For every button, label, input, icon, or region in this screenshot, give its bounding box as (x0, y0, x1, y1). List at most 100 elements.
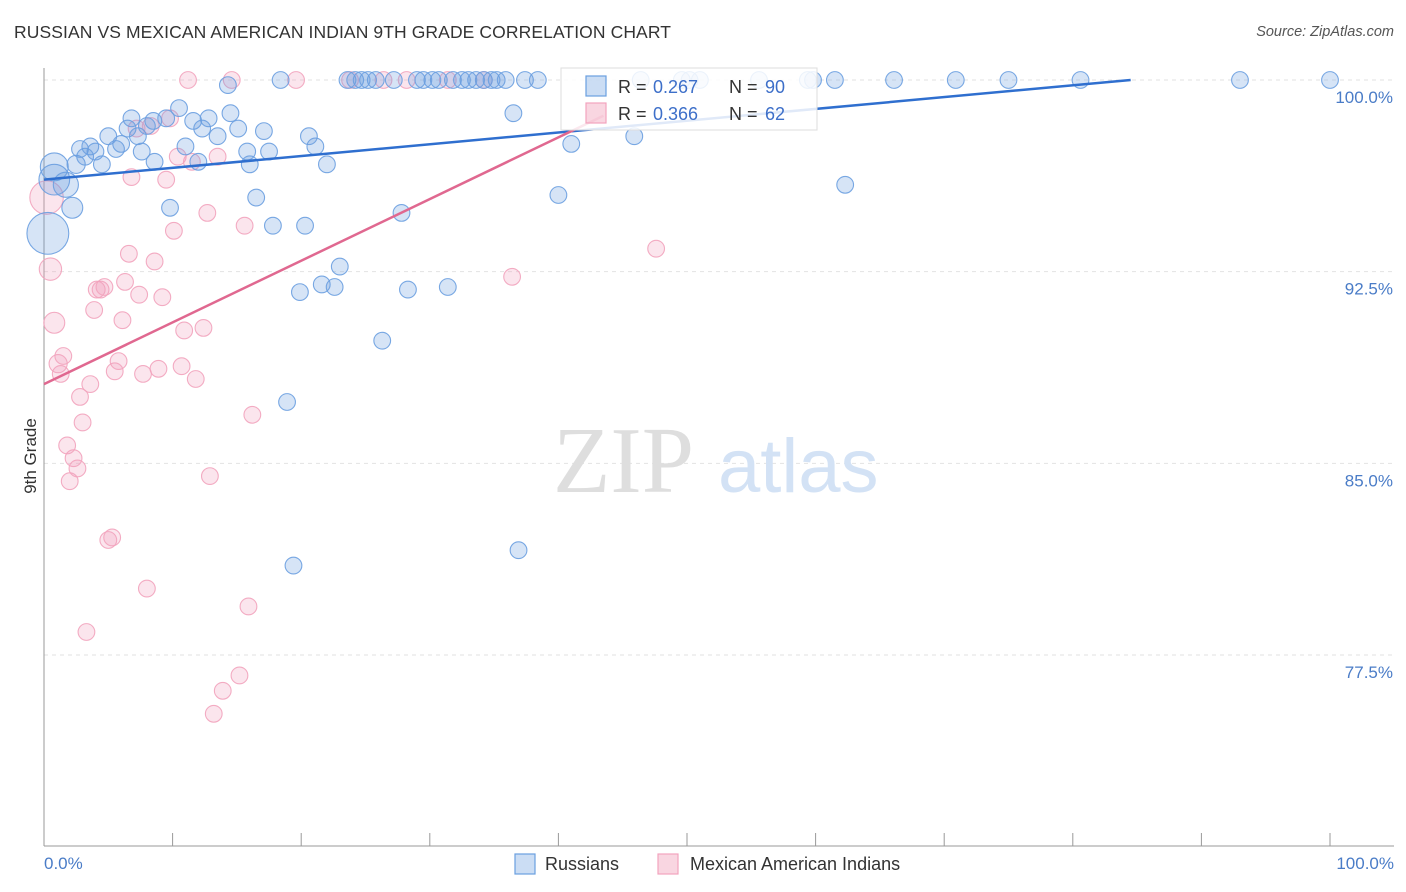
point-russians (184, 111, 203, 130)
point-russians (496, 71, 515, 89)
point-russians (107, 140, 125, 158)
point-mexican-american-indians (503, 267, 522, 286)
x-ticks (172, 833, 1331, 846)
point-russians (423, 71, 442, 89)
point-mexican-american-indians (145, 252, 164, 271)
point-mexican-american-indians (127, 119, 146, 138)
axes (43, 68, 1394, 847)
point-mexican-american-indians (204, 704, 223, 723)
point-russians (193, 119, 212, 138)
point-russians (247, 188, 266, 207)
watermark: ZIP atlas (553, 409, 879, 513)
point-mexican-american-indians (157, 170, 176, 189)
point-russians (487, 71, 506, 89)
point-mexican-american-indians (54, 347, 73, 365)
point-mexican-american-indians (239, 597, 258, 616)
point-russians (467, 71, 486, 89)
point-mexican-american-indians (186, 370, 205, 388)
series-russians (26, 71, 1339, 575)
legend-n-value-mexican-american-indians: 62 (765, 104, 785, 124)
point-mexican-american-indians (438, 71, 457, 89)
point-russians (373, 331, 392, 350)
y-axis-label: 9th Grade (21, 418, 40, 494)
point-mexican-american-indians (68, 459, 87, 478)
point-mexican-american-indians (77, 623, 96, 641)
point-russians (145, 152, 164, 171)
point-russians (338, 71, 357, 89)
y-tick-label: 85.0% (1345, 471, 1393, 490)
point-russians (346, 71, 365, 89)
y-tick-labels: 77.5% 85.0% 92.5% 100.0% (1335, 88, 1393, 682)
point-mexican-american-indians (194, 318, 213, 337)
point-mexican-american-indians (85, 301, 104, 319)
point-russians (132, 142, 151, 161)
point-russians (516, 71, 534, 89)
point-mexican-american-indians (109, 352, 128, 371)
point-russians (112, 134, 131, 153)
point-russians (240, 155, 259, 174)
point-russians (384, 71, 403, 89)
point-russians (218, 76, 237, 95)
point-russians (482, 71, 501, 89)
point-mexican-american-indians (208, 147, 227, 166)
point-russians (161, 198, 179, 217)
point-russians (366, 71, 385, 89)
legend-n-label-russians: N = (729, 77, 758, 97)
point-mexican-american-indians (43, 311, 66, 334)
point-russians (278, 393, 296, 411)
legend-swatch-mexican-american-indians (585, 102, 607, 124)
point-mexican-american-indians (647, 239, 666, 258)
point-mexican-american-indians (141, 117, 160, 135)
legend-n-value-russians: 90 (765, 77, 785, 97)
point-mexican-american-indians (164, 221, 183, 240)
point-russians (170, 99, 188, 118)
point-mexican-american-indians (81, 375, 100, 394)
point-mexican-american-indians (213, 681, 232, 700)
point-russians (61, 196, 84, 219)
point-russians (528, 71, 547, 89)
point-russians (509, 541, 528, 560)
point-russians (885, 71, 903, 89)
point-russians (290, 283, 309, 302)
point-russians (199, 109, 218, 128)
series-legend-label-russians: Russians (545, 854, 619, 874)
point-mexican-american-indians (103, 528, 122, 547)
point-mexican-american-indians (134, 364, 152, 383)
point-russians (562, 134, 581, 153)
legend-r-label-mexican-american-indians: R = (618, 104, 647, 124)
point-russians (504, 104, 523, 123)
legend: R = 0.267 N = 90 R = 0.366 N = 62 (560, 67, 818, 131)
point-russians (408, 71, 426, 89)
point-russians (352, 71, 371, 89)
point-russians (474, 71, 493, 89)
point-mexican-american-indians (137, 579, 156, 598)
point-mexican-american-indians (119, 244, 138, 263)
point-russians (399, 280, 417, 299)
legend-r-value-mexican-american-indians: 0.366 (653, 104, 698, 124)
x-tick-label-min: 0.0% (44, 854, 83, 873)
point-mexican-american-indians (198, 203, 217, 222)
point-mexican-american-indians (38, 257, 63, 281)
legend-r-value-russians: 0.267 (653, 77, 698, 97)
series-legend-swatch-mexican-american-indians (657, 853, 679, 875)
point-russians (836, 175, 855, 194)
point-russians (263, 216, 282, 235)
point-russians (318, 155, 336, 174)
point-mexican-american-indians (64, 449, 83, 468)
y-tick-label: 77.5% (1345, 663, 1393, 682)
point-russians (444, 71, 462, 89)
point-russians (76, 147, 95, 166)
point-russians (946, 71, 965, 89)
point-russians (92, 155, 111, 174)
point-russians (299, 127, 318, 146)
point-russians (438, 278, 457, 296)
point-mexican-american-indians (374, 71, 393, 89)
series-legend-swatch-russians (514, 853, 536, 875)
point-russians (459, 71, 478, 89)
point-mexican-american-indians (149, 359, 168, 378)
point-mexican-american-indians (113, 311, 132, 330)
point-mexican-american-indians (230, 666, 249, 685)
watermark-atlas: atlas (718, 424, 879, 509)
series-legend-label-mexican-american-indians: Mexican American Indians (690, 854, 900, 874)
